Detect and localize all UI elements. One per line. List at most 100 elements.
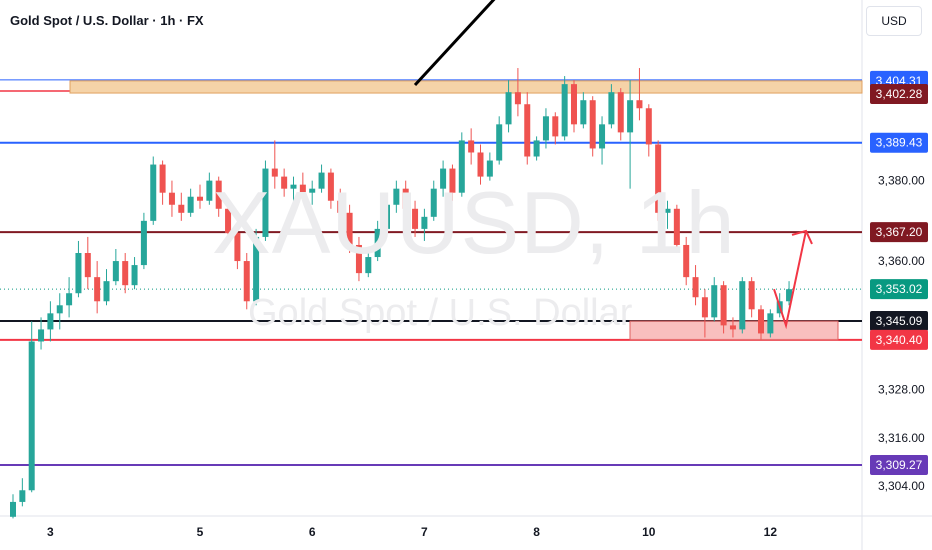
candle <box>533 136 540 161</box>
candle <box>159 160 166 205</box>
candle <box>19 478 26 507</box>
candle <box>94 261 101 314</box>
price-tick: 3,360.00 <box>878 254 925 268</box>
candle <box>243 253 250 310</box>
time-tick: 6 <box>309 525 316 539</box>
projection-arrow <box>773 230 807 330</box>
candle <box>514 68 521 117</box>
candle-body <box>168 192 175 205</box>
candle-body <box>140 220 147 266</box>
time-tick: 10 <box>642 525 656 539</box>
candle <box>206 172 213 205</box>
candle <box>421 208 428 241</box>
candle <box>645 104 652 157</box>
price-label: 3,367.20 <box>870 222 928 243</box>
candle <box>430 180 437 221</box>
candle <box>28 321 35 493</box>
candle <box>402 180 409 217</box>
price-label: 3,309.27 <box>870 455 928 476</box>
candle-body <box>94 277 101 302</box>
price-label: 3,389.43 <box>870 132 928 153</box>
candle-body <box>720 285 727 326</box>
candle <box>458 132 465 197</box>
candle <box>290 176 297 201</box>
candle-body <box>542 116 549 141</box>
candle-body <box>599 124 606 149</box>
symbol-watermark: XAUUSD, 1h <box>212 173 736 272</box>
candle <box>683 236 690 286</box>
candle <box>84 236 91 290</box>
candle-body <box>38 329 45 342</box>
candle-body <box>290 184 297 189</box>
candle-body <box>234 232 241 262</box>
candle <box>580 92 587 129</box>
candle <box>281 168 288 197</box>
time-tick: 7 <box>421 525 428 539</box>
candle <box>664 200 671 229</box>
candle-body <box>19 490 26 502</box>
price-label-bg <box>870 311 928 332</box>
candle <box>150 156 157 225</box>
price-label-text: 3,340.40 <box>876 333 923 347</box>
candle <box>542 108 549 149</box>
candle-body <box>617 92 624 133</box>
price-label-bg <box>870 329 928 350</box>
candle-body <box>243 261 250 302</box>
candle-body <box>627 100 634 133</box>
candle-body <box>150 164 157 221</box>
candle <box>337 188 344 225</box>
candle <box>262 160 269 241</box>
candle-body <box>346 212 353 245</box>
price-label-text: 3,345.09 <box>876 314 923 328</box>
candle-body <box>552 116 559 137</box>
price-tick: 3,380.00 <box>878 174 925 188</box>
candle <box>327 168 334 209</box>
candle-body <box>262 168 269 237</box>
time-tick: 12 <box>764 525 778 539</box>
candle <box>468 128 475 165</box>
candle-body <box>645 108 652 145</box>
candle <box>47 301 54 342</box>
candle <box>225 200 232 241</box>
candle <box>309 180 316 205</box>
candle-body <box>131 265 138 286</box>
candle <box>365 253 372 278</box>
candle-body <box>486 160 493 177</box>
candle <box>739 277 746 334</box>
support-box <box>629 320 839 341</box>
price-label-text: 3,389.43 <box>876 136 923 150</box>
candle <box>486 152 493 181</box>
resistance-zone <box>69 80 863 94</box>
price-tick: 3,316.00 <box>878 431 925 445</box>
trend-line <box>413 0 496 87</box>
candle-body <box>402 188 409 209</box>
candle <box>748 277 755 318</box>
candle-body <box>197 196 203 201</box>
candle-body <box>524 104 531 157</box>
candle-body <box>365 257 372 274</box>
candle <box>524 92 531 165</box>
candle-body <box>514 92 521 105</box>
candle-body <box>299 184 306 193</box>
candle-body <box>225 208 232 233</box>
name-watermark: Gold Spot / U.S. Dollar <box>248 292 633 334</box>
candle <box>571 80 577 133</box>
candle <box>112 248 119 286</box>
candle-body <box>758 309 764 334</box>
currency-button[interactable]: USD <box>866 6 922 36</box>
candle-body <box>786 289 793 302</box>
candle-body <box>449 168 456 193</box>
projection-arrowhead <box>791 229 813 245</box>
candle <box>393 180 400 213</box>
candle-body <box>384 204 390 229</box>
price-label: 3,353.02 <box>870 279 928 300</box>
candle <box>384 196 390 237</box>
candle <box>140 212 147 270</box>
candle-body <box>683 244 690 278</box>
candle <box>299 172 306 197</box>
candle-body <box>56 305 63 314</box>
price-tick: 3,304.00 <box>878 479 925 493</box>
candle-body <box>187 196 194 213</box>
candle <box>187 188 194 217</box>
